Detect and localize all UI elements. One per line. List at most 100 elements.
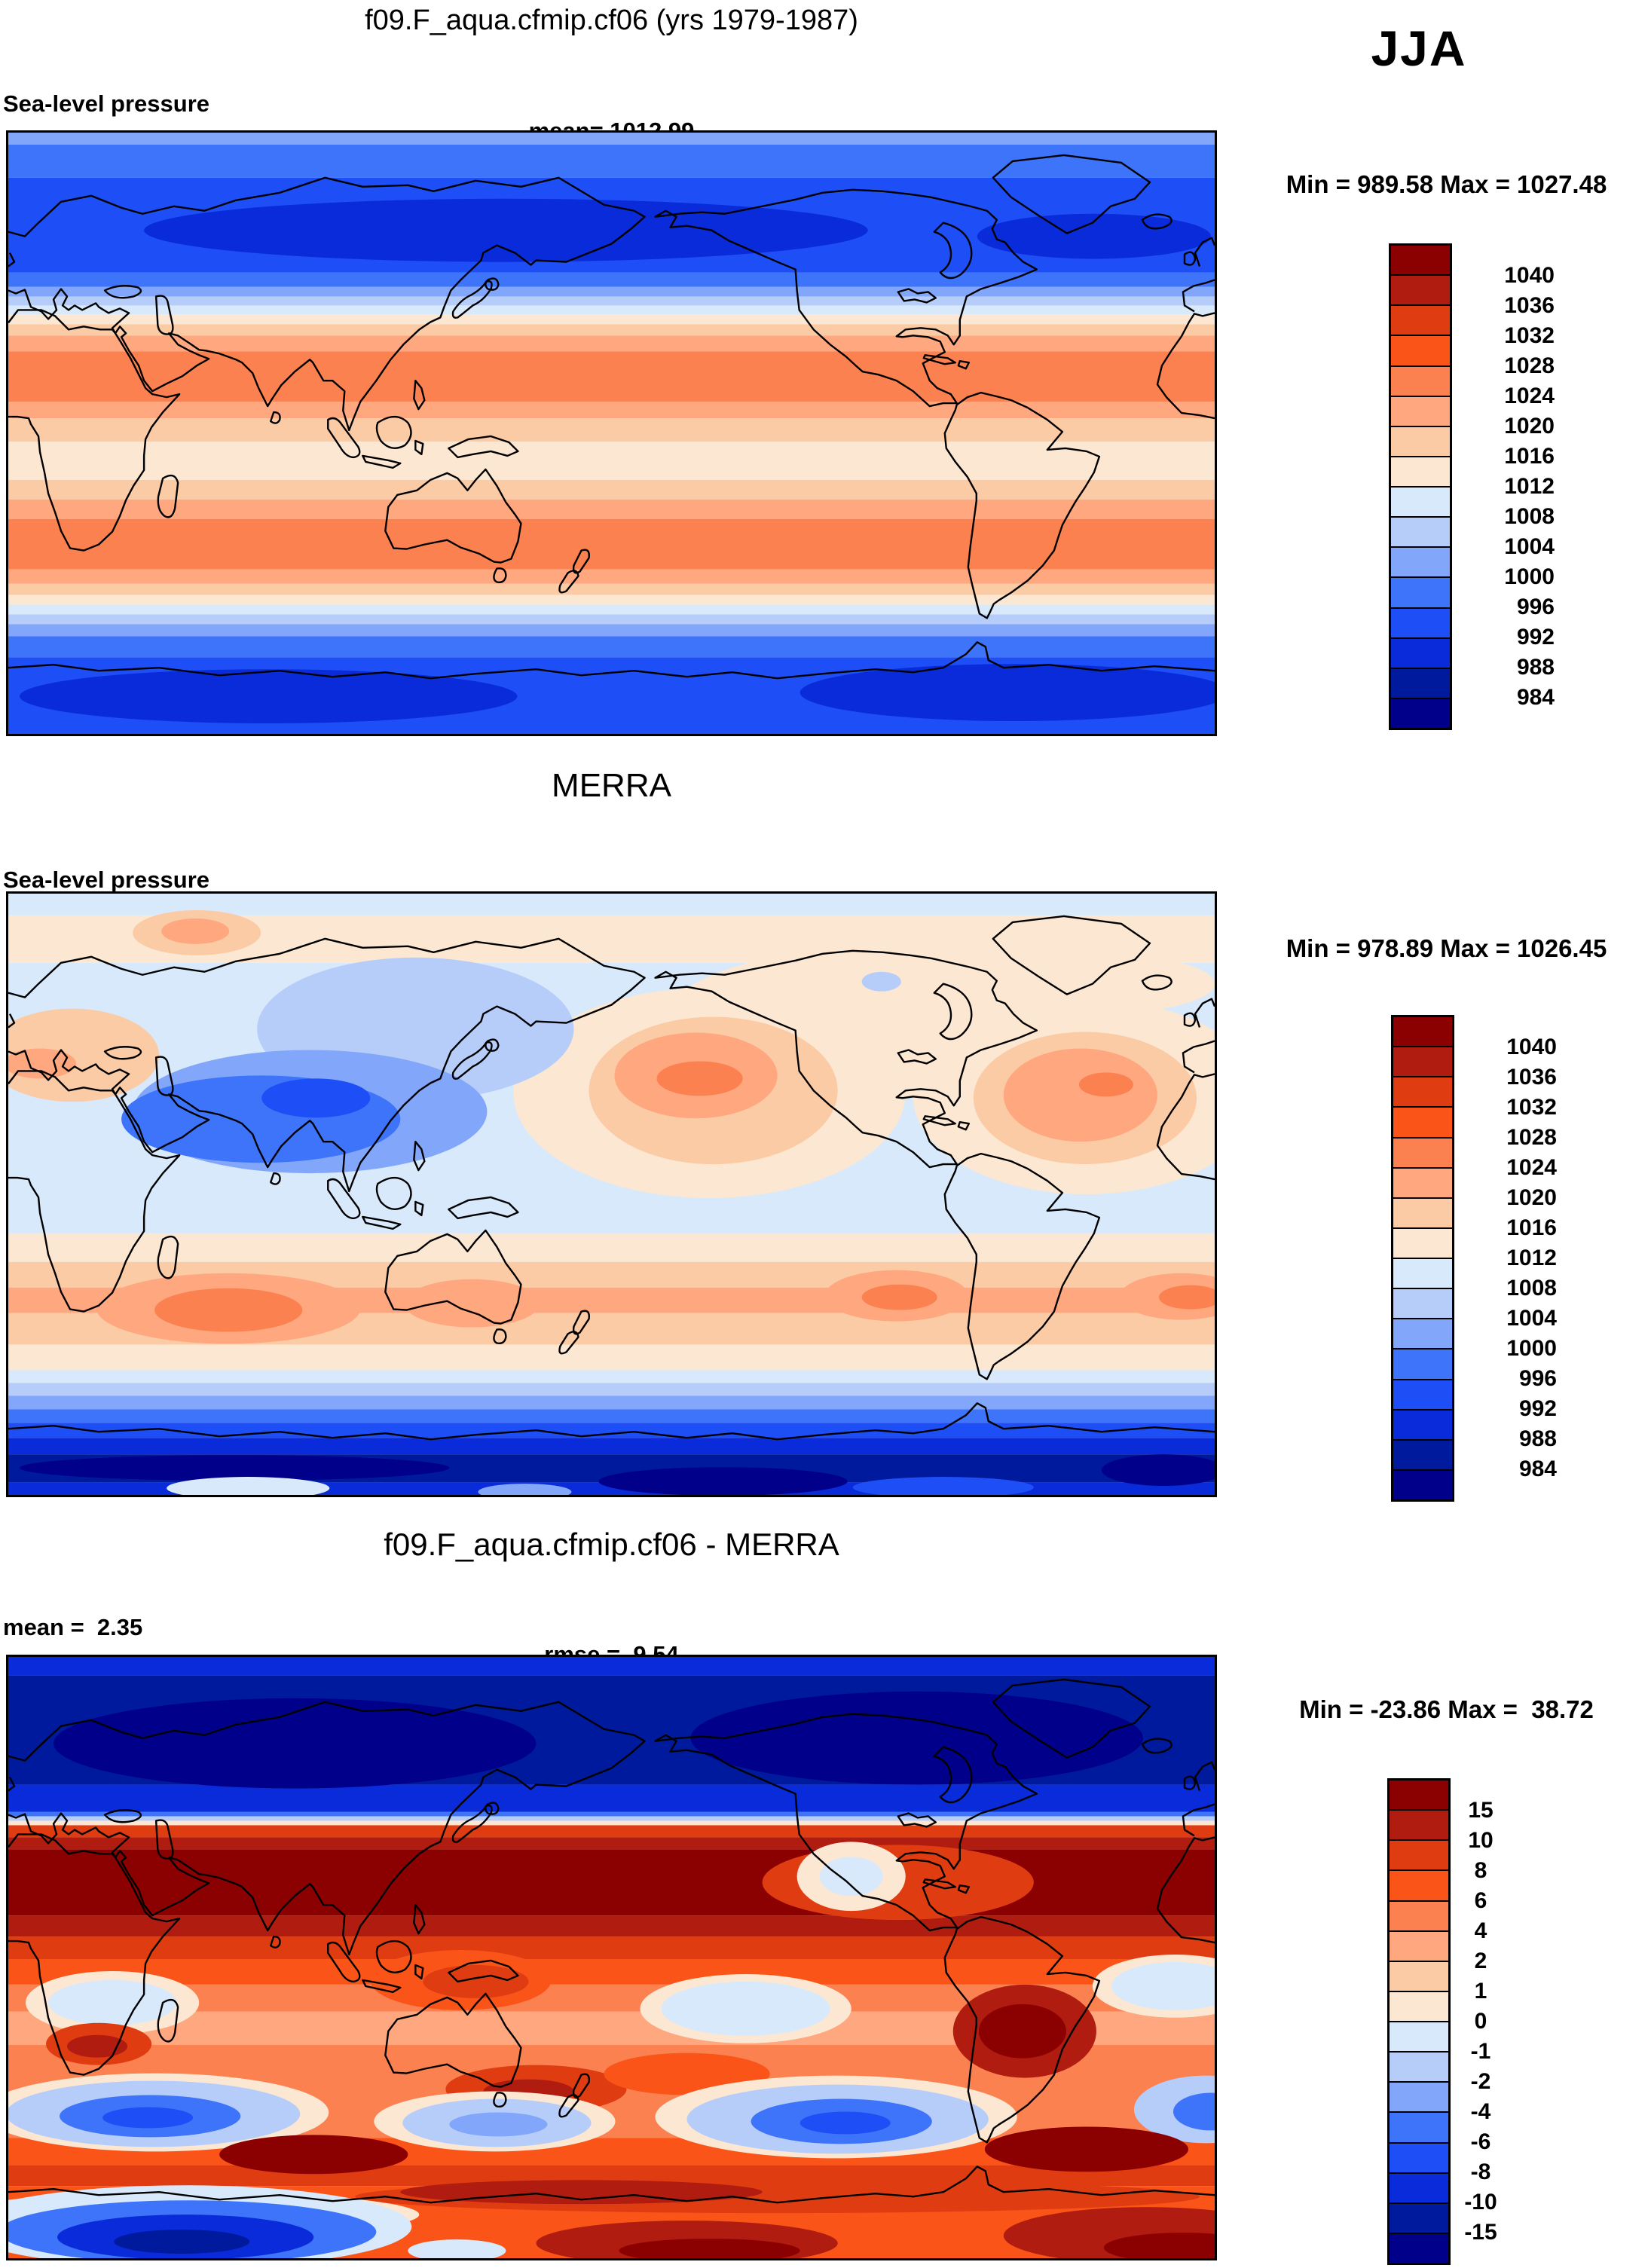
colorbar-tick-label: 984 bbox=[1516, 685, 1555, 710]
coastline bbox=[448, 1196, 519, 1220]
coastline bbox=[943, 1152, 1101, 1380]
coastline bbox=[375, 1939, 412, 1973]
coastline bbox=[933, 1746, 973, 1804]
colorbar-cell bbox=[1391, 274, 1450, 305]
panel1-header: Sea-level pressure mean= 1012.99 milliba… bbox=[3, 63, 1217, 171]
coastline bbox=[8, 252, 16, 267]
colorbar-tick-label: -15 bbox=[1464, 2220, 1497, 2245]
colorbar-tick-label: 1036 bbox=[1506, 1065, 1557, 1090]
coastline bbox=[157, 474, 179, 518]
coastline bbox=[1156, 1836, 1215, 1944]
colorbar-cell bbox=[1390, 1900, 1448, 1930]
colorbar-tick-label: 1016 bbox=[1504, 444, 1555, 469]
coastline bbox=[1141, 213, 1173, 230]
coastline bbox=[1141, 1738, 1173, 1754]
coastline bbox=[270, 1935, 281, 1949]
colorbar-cell bbox=[1390, 2021, 1448, 2052]
coastline bbox=[933, 222, 973, 280]
coastline bbox=[413, 1140, 426, 1172]
coastline bbox=[8, 1070, 181, 1313]
colorbar-cell bbox=[1391, 637, 1450, 668]
colorbar-tick-label: -1 bbox=[1470, 2039, 1491, 2064]
panel3-title: f09.F_aqua.cfmip.cf06 - MERRA bbox=[384, 1527, 839, 1562]
coastline bbox=[992, 154, 1151, 234]
coastline bbox=[1194, 237, 1215, 267]
colorbar-tick-label: -2 bbox=[1470, 2069, 1491, 2094]
coastline bbox=[8, 309, 181, 552]
colorbar-tick-label: 1008 bbox=[1504, 504, 1555, 529]
coastline bbox=[654, 1713, 1038, 1932]
coastline bbox=[1194, 998, 1215, 1028]
panel3-header: mean = 2.35 rmse = 9.54 millibars bbox=[3, 1587, 1217, 1695]
coastline bbox=[8, 2166, 1215, 2204]
colorbar-tick-label: 1 bbox=[1474, 1979, 1487, 2004]
panel2-map bbox=[6, 891, 1217, 1497]
coastline bbox=[493, 567, 507, 584]
coastline bbox=[957, 1884, 970, 1894]
coastline bbox=[362, 454, 402, 469]
coastline bbox=[1183, 1012, 1197, 1027]
colorbar-tick-label: 10 bbox=[1468, 1828, 1494, 1853]
coastline bbox=[8, 1833, 181, 2076]
coastline bbox=[922, 1115, 956, 1126]
colorbar-tick-label: 1000 bbox=[1504, 564, 1555, 589]
colorbar-tick-label: 984 bbox=[1518, 1456, 1557, 1481]
colorbar-tick-label: -10 bbox=[1464, 2190, 1497, 2215]
colorbar-cell bbox=[1390, 1990, 1448, 2021]
colorbar-cell bbox=[1391, 335, 1450, 365]
colorbar-tick-label: 992 bbox=[1518, 1396, 1557, 1421]
colorbar-cell bbox=[1393, 1348, 1452, 1379]
coastline bbox=[1182, 1040, 1215, 1074]
colorbar-tick-label: 996 bbox=[1516, 595, 1555, 619]
colorbar-cell bbox=[1390, 2141, 1448, 2172]
colorbar-tick-label: 1036 bbox=[1504, 293, 1555, 318]
coastline bbox=[957, 360, 970, 370]
coastline bbox=[327, 1941, 361, 1983]
coastline bbox=[8, 176, 646, 432]
colorbar-cell bbox=[1391, 395, 1450, 426]
colorbar-cell bbox=[1391, 425, 1450, 456]
coastline bbox=[1183, 251, 1197, 266]
colorbar-cell bbox=[1393, 1318, 1452, 1349]
coastline bbox=[154, 1056, 174, 1096]
colorbar-cell bbox=[1391, 607, 1450, 637]
coastline bbox=[493, 2092, 507, 2108]
colorbar-tick-label: 1028 bbox=[1506, 1125, 1557, 1150]
coastline bbox=[1182, 279, 1215, 313]
colorbar-cell bbox=[1390, 1839, 1448, 1870]
coastline bbox=[8, 937, 646, 1193]
colorbar-cell bbox=[1393, 1438, 1452, 1469]
coastline bbox=[558, 570, 579, 594]
coastline bbox=[943, 1915, 1101, 2144]
colorbar-cell bbox=[1393, 1166, 1452, 1197]
coastline bbox=[493, 1328, 507, 1345]
coastline bbox=[414, 439, 424, 456]
panel1-map bbox=[6, 130, 1217, 736]
coastline bbox=[1194, 1761, 1215, 1791]
coastline bbox=[922, 1878, 956, 1890]
coastline bbox=[362, 1215, 402, 1230]
colorbar-tick-label: 15 bbox=[1468, 1798, 1494, 1823]
colorbar-tick-label: 988 bbox=[1516, 655, 1555, 680]
colorbar-cell bbox=[1390, 2051, 1448, 2082]
coastline bbox=[154, 1819, 174, 1860]
colorbar-cell bbox=[1391, 365, 1450, 396]
coastline bbox=[957, 1121, 970, 1131]
colorbar-tick-label: -6 bbox=[1470, 2129, 1491, 2154]
colorbar-tick-label: 1008 bbox=[1506, 1276, 1557, 1301]
coastline bbox=[384, 1992, 522, 2088]
coastline bbox=[362, 1979, 402, 1994]
coastline bbox=[922, 354, 956, 365]
coastline bbox=[103, 1809, 142, 1823]
coastline bbox=[897, 1812, 937, 1828]
colorbar-cell bbox=[1393, 1258, 1452, 1288]
colorbar-tick-label: 1024 bbox=[1506, 1155, 1557, 1180]
coastline bbox=[572, 549, 590, 574]
panel3-map bbox=[6, 1655, 1217, 2260]
coastline bbox=[154, 295, 174, 335]
colorbar-cell bbox=[1391, 697, 1450, 728]
coastline bbox=[157, 1235, 179, 1279]
coastline bbox=[558, 2094, 579, 2118]
colorbar-tick-label: 8 bbox=[1474, 1858, 1487, 1883]
